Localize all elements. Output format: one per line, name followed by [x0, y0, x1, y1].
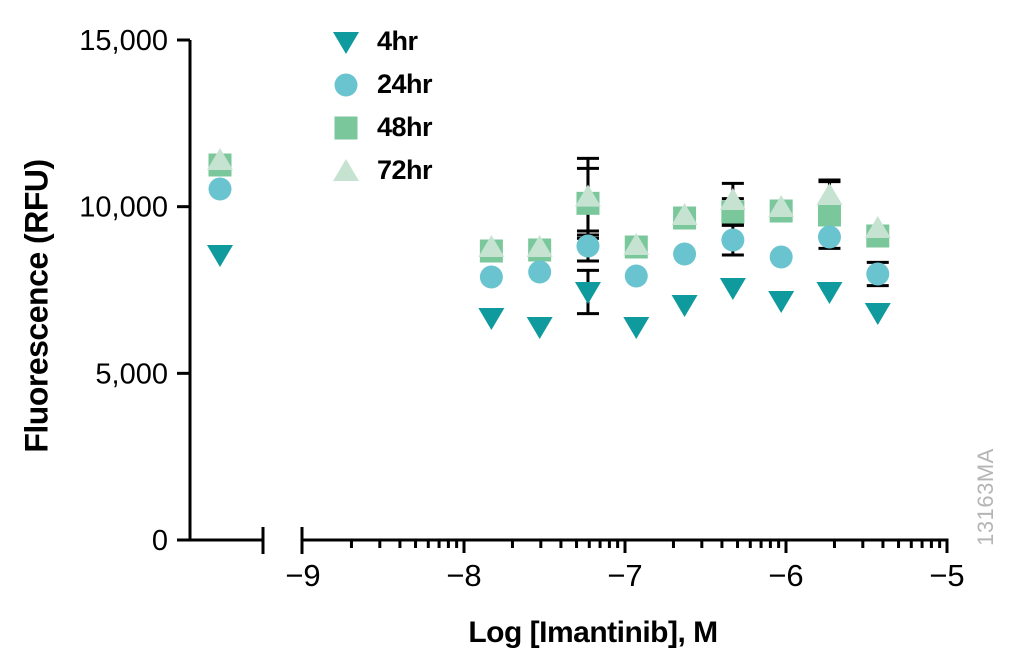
data-point-24hr [769, 245, 793, 269]
legend-item-48hr: 48hr [330, 106, 433, 149]
legend-label: 72hr [377, 155, 433, 185]
y-tick-label: 0 [152, 525, 168, 557]
data-point-4hr [623, 317, 650, 339]
legend-marker-4hr [333, 31, 359, 54]
y-tick-label: 5,000 [95, 358, 168, 390]
x-axis-title: Log [Imantinib], M [468, 616, 718, 649]
legend-label: 4hr [377, 26, 418, 56]
watermark-text: 13163MA [973, 448, 998, 546]
data-point-72hr [623, 233, 650, 255]
data-point-24hr [673, 242, 697, 266]
data-point-24hr-control [208, 177, 232, 201]
data-point-72hr [671, 203, 698, 225]
legend: 4hr 24hr 48hr 72hr [330, 20, 433, 192]
data-point-24hr [721, 228, 745, 252]
data-point-72hr [864, 216, 891, 238]
data-point-72hr-control [207, 148, 233, 170]
data-point-24hr [576, 234, 600, 258]
legend-item-4hr: 4hr [330, 20, 432, 63]
legend-marker-72hr [333, 158, 359, 181]
legend-item-24hr: 24hr [330, 63, 433, 106]
x-tick-label: −8 [446, 558, 481, 593]
legend-item-72hr: 72hr [330, 149, 433, 192]
data-point-4hr [816, 282, 843, 304]
data-point-72hr [768, 195, 795, 217]
data-point-24hr [866, 262, 890, 286]
data-point-4hr-control [207, 245, 233, 267]
legend-marker-48hr [334, 116, 358, 139]
x-tick-label: −6 [768, 558, 803, 593]
data-point-72hr [574, 184, 601, 207]
y-tick-label: 15,000 [79, 25, 168, 57]
triangle-up-icon [333, 158, 359, 181]
square-icon [334, 116, 358, 139]
y-tick-label: 10,000 [79, 192, 168, 224]
data-point-24hr [817, 225, 841, 249]
data-point-48hr [817, 203, 841, 227]
data-point-24hr [624, 264, 648, 288]
data-point-24hr [479, 265, 503, 289]
data-point-72hr [816, 183, 843, 205]
x-tick-label: −7 [607, 558, 642, 593]
data-point-4hr [719, 278, 746, 300]
y-axis-title: Fluorescence (RFU) [18, 159, 55, 453]
circle-icon [334, 73, 358, 96]
data-point-72hr [719, 188, 746, 210]
data-point-4hr [526, 317, 553, 339]
data-point-24hr [528, 260, 552, 284]
data-point-72hr [478, 235, 505, 257]
data-point-72hr [526, 235, 553, 257]
data-point-4hr [671, 295, 698, 317]
legend-label: 48hr [377, 112, 433, 142]
legend-marker-24hr [334, 73, 358, 96]
data-point-4hr [478, 308, 505, 330]
data-point-4hr [574, 282, 601, 304]
data-point-4hr [864, 303, 891, 325]
x-tick-label: −9 [285, 558, 320, 593]
data-point-4hr [768, 291, 795, 313]
x-tick-label: −5 [929, 558, 964, 593]
legend-label: 24hr [377, 69, 433, 99]
triangle-down-icon [333, 31, 359, 54]
